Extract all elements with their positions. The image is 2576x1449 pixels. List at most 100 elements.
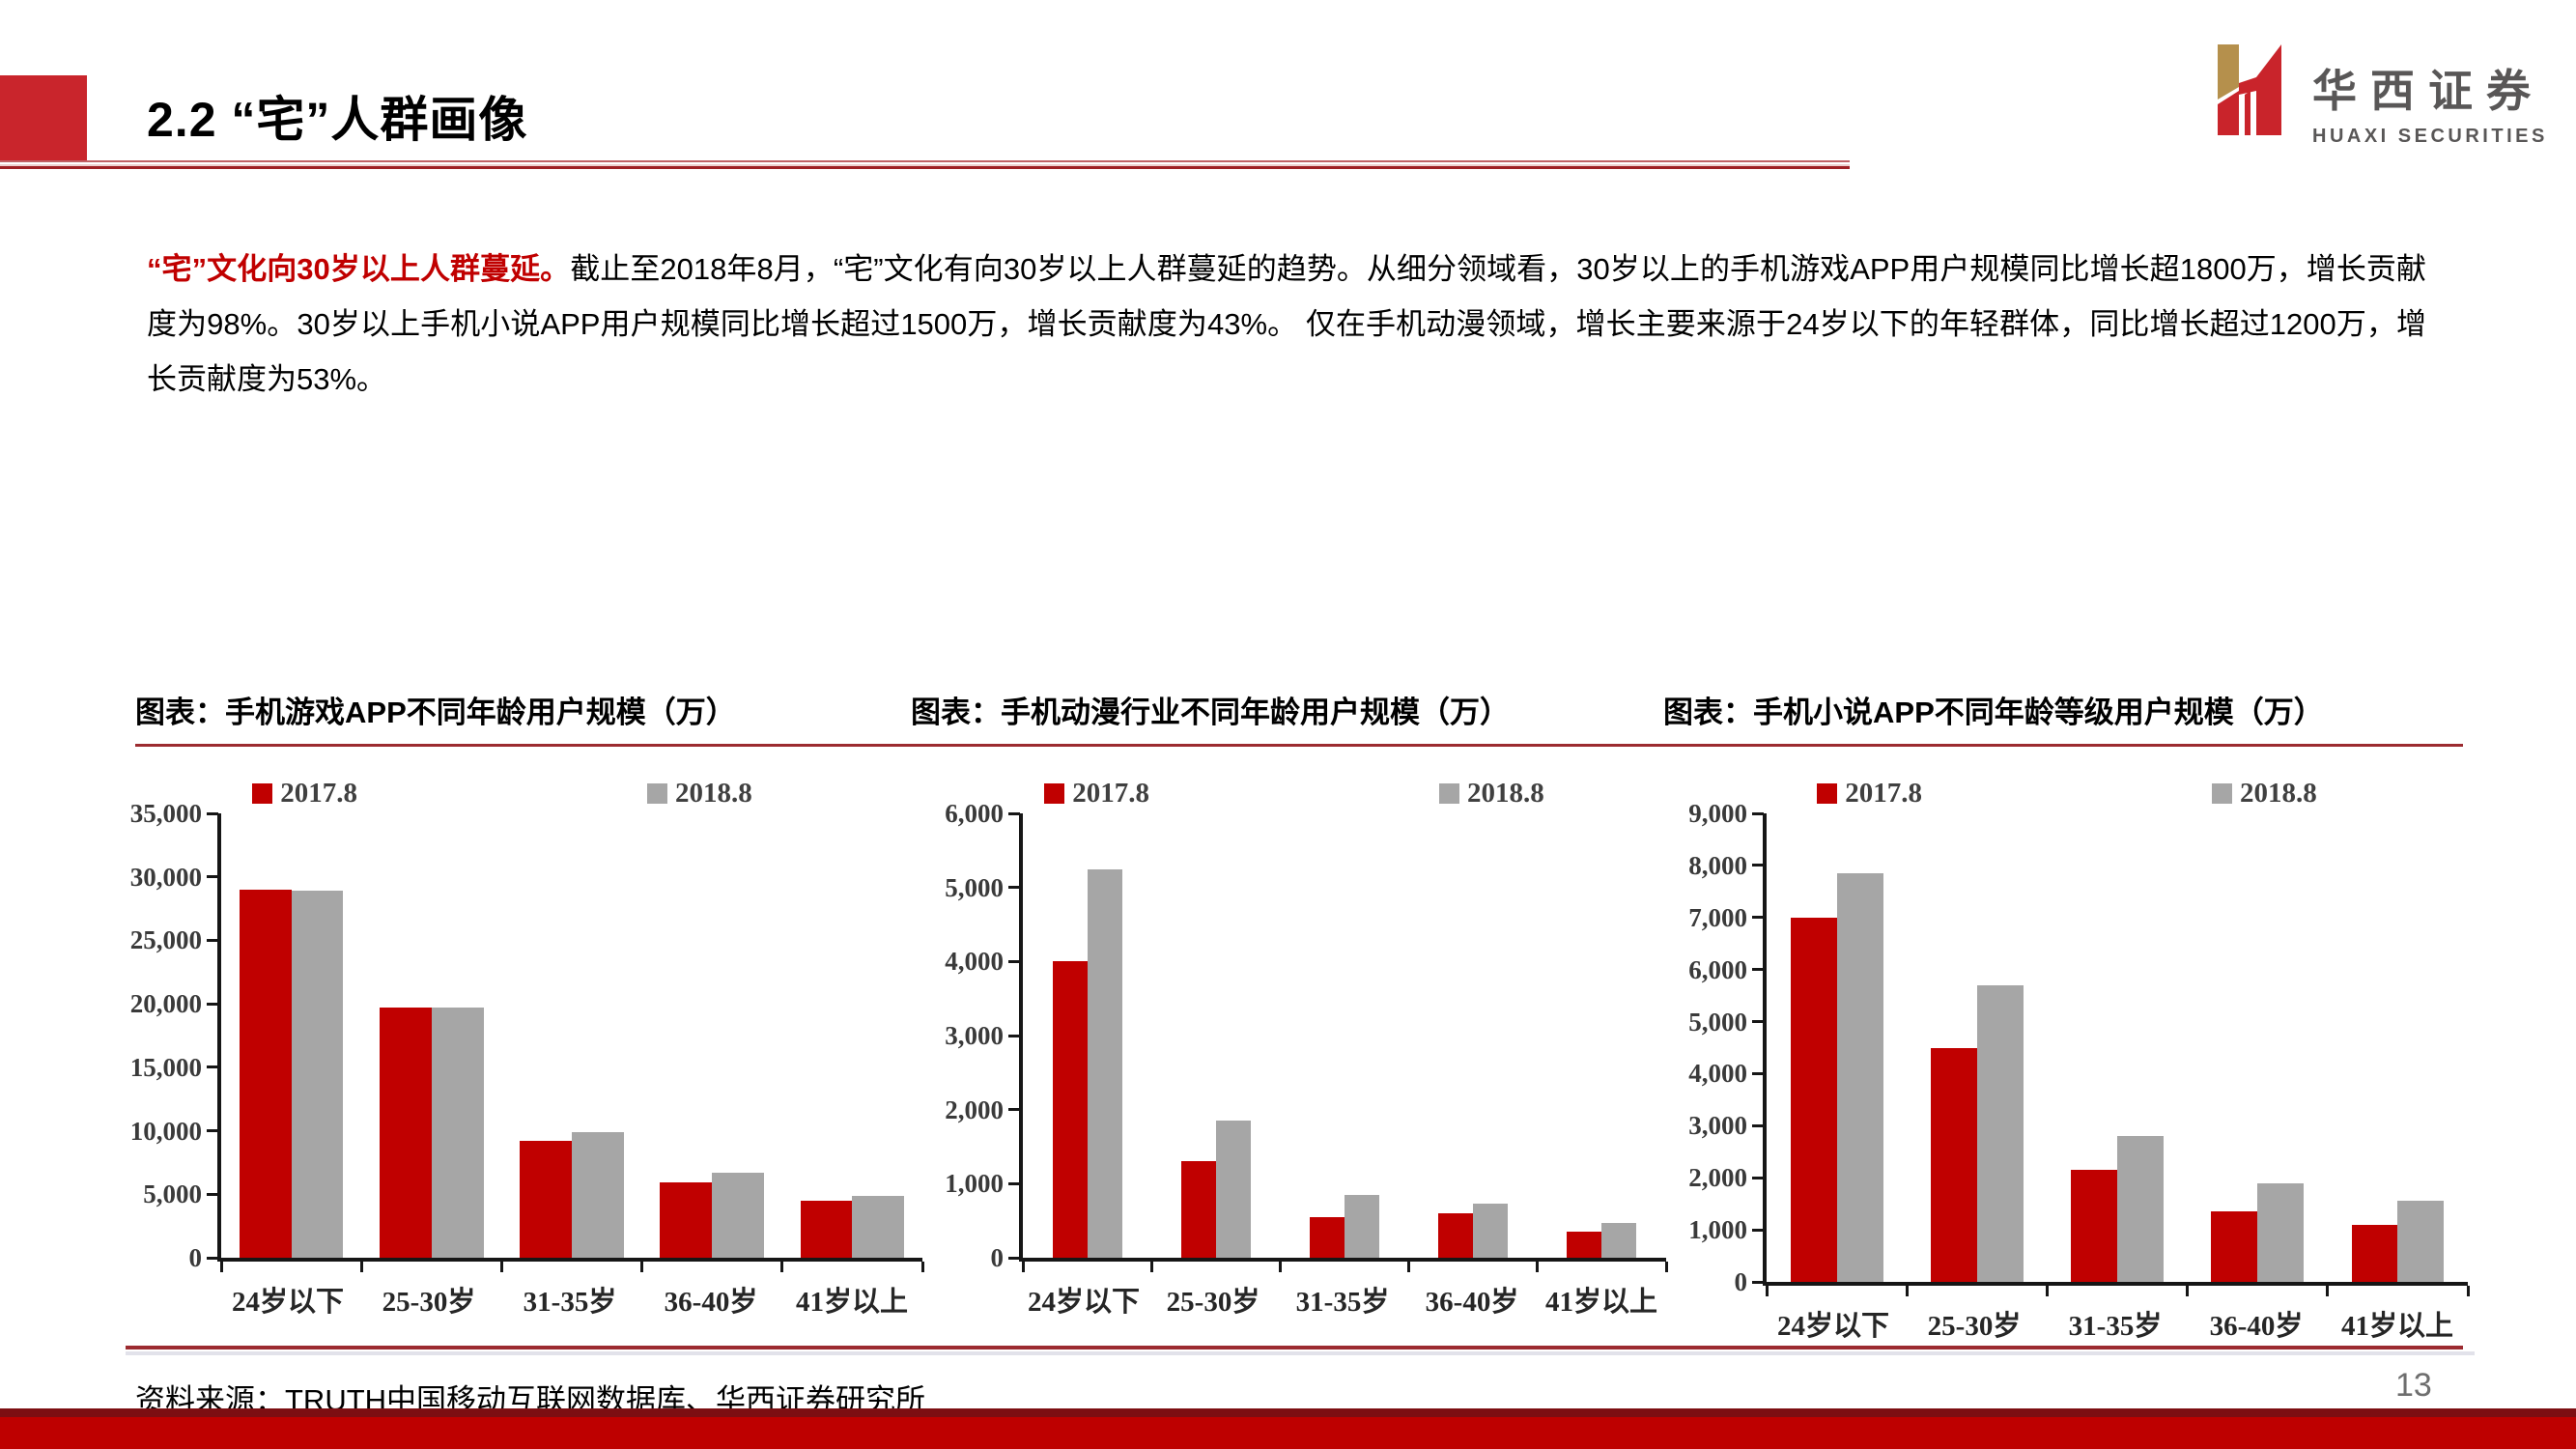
x-tick-mark bbox=[2045, 1286, 2049, 1296]
legend-item-2018.8: 2018.8 bbox=[1439, 778, 1544, 810]
legend-swatch-icon bbox=[1817, 782, 1838, 804]
bar-2017.8-41岁以上 bbox=[2351, 1224, 2398, 1282]
x-tick-mark bbox=[2466, 1286, 2470, 1296]
bar-2017.8-24岁以下 bbox=[239, 889, 292, 1258]
legend-swatch-icon bbox=[1044, 782, 1065, 804]
legend-item-2017.8: 2017.8 bbox=[1817, 778, 1922, 810]
y-tick-label: 10,000 bbox=[129, 1116, 202, 1146]
bar-2018.8-24岁以下 bbox=[1087, 868, 1122, 1258]
y-tick-mark bbox=[1752, 864, 1764, 867]
x-category-label: 24岁以下 bbox=[1776, 1311, 1889, 1342]
bar-2018.8-31-35岁 bbox=[1345, 1194, 1379, 1258]
chart-section-divider bbox=[135, 744, 2463, 747]
x-category-label: 25-30岁 bbox=[382, 1287, 476, 1318]
y-tick-mark bbox=[207, 811, 218, 815]
y-tick-mark bbox=[207, 875, 218, 879]
x-tick-mark bbox=[1021, 1262, 1025, 1272]
bar-2018.8-41岁以上 bbox=[1601, 1222, 1637, 1258]
bar-group-25-30岁 bbox=[361, 813, 501, 1258]
y-tick-label: 9,000 bbox=[1688, 799, 1747, 828]
y-tick-mark bbox=[1752, 968, 1764, 972]
legend-swatch-icon bbox=[1439, 782, 1459, 804]
x-tick-mark bbox=[780, 1262, 784, 1272]
y-tick-mark bbox=[207, 1065, 218, 1069]
y-tick-label: 5,000 bbox=[143, 1179, 202, 1209]
y-tick-label: 3,000 bbox=[1688, 1111, 1747, 1141]
legend-item-2017.8: 2017.8 bbox=[252, 778, 357, 810]
intro-highlight: “宅”文化向30岁以上人群蔓延。 bbox=[147, 252, 571, 286]
bar-2017.8-31-35岁 bbox=[2071, 1170, 2117, 1282]
chart-title-mobile-game: 图表：手机游戏APP不同年龄用户规模（万） bbox=[135, 696, 736, 729]
footer-divider-shadow bbox=[126, 1351, 2475, 1355]
x-category-label: 31-35岁 bbox=[523, 1287, 617, 1318]
y-tick-mark bbox=[207, 938, 218, 942]
y-tick-mark bbox=[1008, 811, 1020, 815]
legend-label: 2018.8 bbox=[2240, 777, 2317, 809]
bar-2017.8-36-40岁 bbox=[1438, 1213, 1474, 1258]
bars-layer bbox=[1767, 813, 2468, 1282]
y-tick-label: 15,000 bbox=[129, 1052, 202, 1082]
bar-group-41岁以上 bbox=[2328, 813, 2468, 1282]
x-category-label: 36-40岁 bbox=[1425, 1287, 1519, 1318]
y-tick-label: 1,000 bbox=[1688, 1215, 1747, 1245]
x-category-label: 36-40岁 bbox=[664, 1287, 758, 1318]
y-tick-label: 0 bbox=[990, 1243, 1005, 1272]
bars-layer bbox=[1023, 813, 1666, 1258]
y-tick-label: 20,000 bbox=[129, 989, 202, 1019]
legend-item-2018.8: 2018.8 bbox=[647, 778, 752, 810]
x-tick-mark bbox=[2186, 1286, 2190, 1296]
title-divider bbox=[0, 160, 1850, 169]
bar-2018.8-31-35岁 bbox=[572, 1131, 624, 1258]
x-tick-mark bbox=[219, 1262, 223, 1272]
y-tick-label: 4,000 bbox=[1688, 1059, 1747, 1089]
chart-body: 0 1,000 2,000 3,000 4,000 5,000 6,000 7,000 8,00… bbox=[1666, 799, 2470, 1296]
legend-label: 2017.8 bbox=[280, 777, 357, 809]
x-tick-mark bbox=[1407, 1262, 1411, 1272]
bar-2018.8-36-40岁 bbox=[2257, 1182, 2305, 1282]
y-tick-label: 2,000 bbox=[945, 1094, 1004, 1124]
bar-2018.8-24岁以下 bbox=[1836, 872, 1883, 1282]
y-tick-mark bbox=[1752, 1228, 1764, 1232]
bar-2017.8-31-35岁 bbox=[1310, 1216, 1345, 1258]
bar-2018.8-25-30岁 bbox=[1215, 1121, 1251, 1258]
y-tick-label: 6,000 bbox=[945, 799, 1004, 828]
bar-group-31-35岁 bbox=[1280, 813, 1408, 1258]
bar-2017.8-36-40岁 bbox=[660, 1182, 713, 1258]
y-tick-mark bbox=[1008, 1034, 1020, 1037]
legend-label: 2018.8 bbox=[1467, 777, 1544, 809]
logo-name-en: HUAXI SECURITIES bbox=[2312, 126, 2548, 147]
bar-2017.8-31-35岁 bbox=[520, 1141, 572, 1258]
page-number: 13 bbox=[2395, 1367, 2432, 1404]
x-tick-mark bbox=[1905, 1286, 1909, 1296]
y-tick-label: 5,000 bbox=[1688, 1007, 1747, 1037]
y-axis: 0 5,000 10,000 15,000 20,000 25,000 30,000 35,0… bbox=[82, 799, 217, 1272]
y-tick-mark bbox=[1752, 916, 1764, 920]
y-tick-label: 5,000 bbox=[945, 872, 1004, 902]
y-tick-mark bbox=[1752, 1123, 1764, 1127]
chart-legend: 2017.8 2018.8 bbox=[1666, 773, 2468, 813]
y-tick-mark bbox=[207, 1192, 218, 1196]
y-tick-label: 0 bbox=[1734, 1267, 1748, 1296]
bar-2018.8-41岁以上 bbox=[2397, 1201, 2445, 1282]
bar-group-41岁以上 bbox=[1538, 813, 1666, 1258]
bar-group-25-30岁 bbox=[1907, 813, 2047, 1282]
x-category-label: 41岁以上 bbox=[1544, 1287, 1657, 1318]
bar-2017.8-25-30岁 bbox=[1930, 1047, 1977, 1282]
y-tick-mark bbox=[1752, 1071, 1764, 1075]
legend-item-2018.8: 2018.8 bbox=[2212, 778, 2317, 810]
bar-2018.8-36-40岁 bbox=[1473, 1204, 1509, 1258]
chart-body: 0 5,000 10,000 15,000 20,000 25,000 30,000 35,0… bbox=[82, 799, 924, 1272]
bar-group-25-30岁 bbox=[1151, 813, 1280, 1258]
bar-2018.8-31-35岁 bbox=[2117, 1136, 2164, 1282]
y-tick-mark bbox=[207, 1129, 218, 1133]
bar-2018.8-36-40岁 bbox=[712, 1172, 764, 1258]
x-tick-mark bbox=[640, 1262, 644, 1272]
y-tick-mark bbox=[1008, 1256, 1020, 1260]
x-category-label: 25-30岁 bbox=[1166, 1287, 1260, 1318]
y-tick-mark bbox=[1752, 1280, 1764, 1284]
bar-2018.8-24岁以下 bbox=[291, 891, 344, 1258]
intro-paragraph: “宅”文化向30岁以上人群蔓延。截止至2018年8月，“宅”文化有向30岁以上人… bbox=[147, 242, 2426, 407]
y-tick-mark bbox=[1752, 1176, 1764, 1179]
bar-group-36-40岁 bbox=[2188, 813, 2328, 1282]
